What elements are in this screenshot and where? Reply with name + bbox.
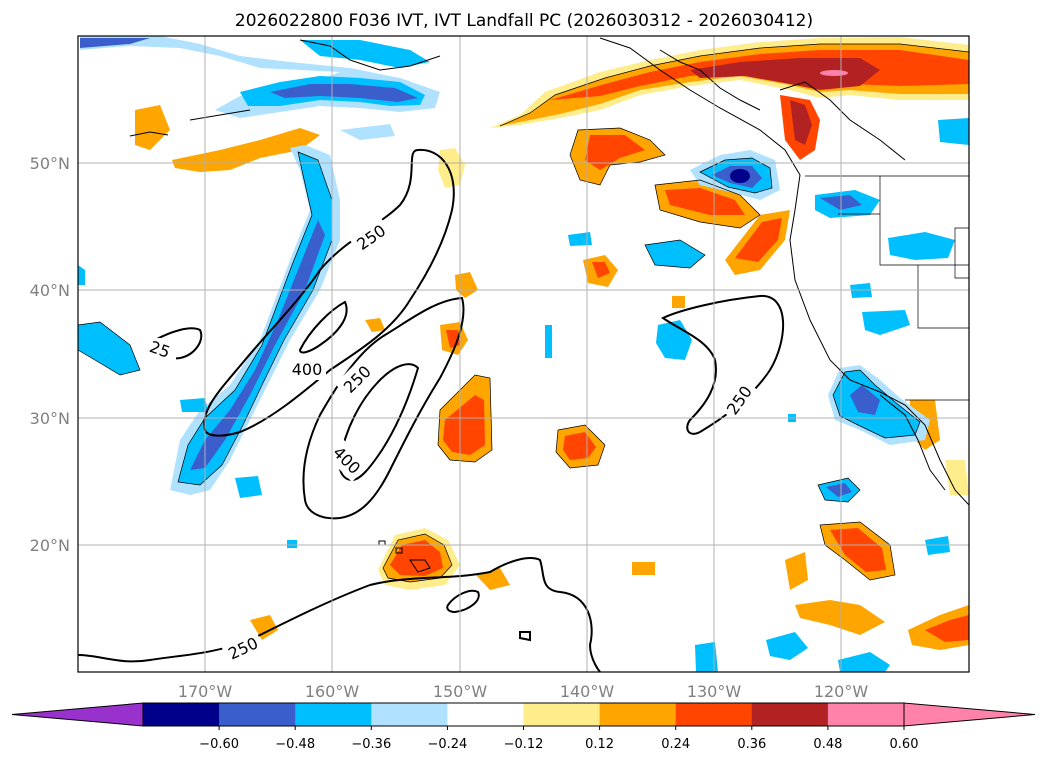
colorbar: −0.60 −0.48 −0.36 −0.24 −0.12 0.12 0.24 0.36 0.4… bbox=[11, 702, 1036, 752]
colorbar-tick-label: 0.60 bbox=[890, 737, 919, 752]
lat-label: 30°N bbox=[30, 409, 70, 428]
lon-label: 170°W bbox=[178, 682, 233, 701]
colorbar-bin bbox=[143, 703, 220, 726]
lat-label: 40°N bbox=[30, 281, 70, 300]
colorbar-bin bbox=[599, 703, 677, 726]
contour-label: 400 bbox=[292, 360, 323, 379]
political-borders bbox=[805, 175, 969, 401]
colorbar-tick-label: −0.48 bbox=[275, 737, 315, 752]
colorbar-over-extension bbox=[903, 702, 1036, 727]
colorbar-tick-label: 0.36 bbox=[737, 737, 766, 752]
plot-title: 2026022800 F036 IVT, IVT Landfall PC (20… bbox=[235, 11, 813, 31]
lon-label: 130°W bbox=[687, 682, 742, 701]
lon-label: 160°W bbox=[305, 682, 360, 701]
colorbar-bin bbox=[371, 703, 448, 726]
colorbar-tick-label: −0.24 bbox=[427, 737, 467, 752]
colorbar-under-extension bbox=[11, 702, 144, 727]
lat-label: 50°N bbox=[30, 154, 70, 173]
colorbar-bin bbox=[675, 703, 753, 726]
ivt-contours bbox=[78, 148, 785, 672]
gridlines bbox=[78, 36, 969, 672]
colorbar-bin bbox=[523, 703, 601, 726]
colorbar-bin bbox=[827, 703, 905, 726]
positive-anomaly-fields bbox=[135, 37, 969, 650]
pc-contour-lines bbox=[78, 43, 969, 583]
colorbar-tick-label: 0.24 bbox=[661, 737, 690, 752]
map-panel: 250 400 250 400 250 25 250 bbox=[77, 35, 970, 673]
map-content: 250 400 250 400 250 25 250 bbox=[78, 36, 969, 672]
colorbar-bin bbox=[447, 703, 524, 726]
negative-anomaly-fields bbox=[78, 36, 969, 672]
lon-label: 120°W bbox=[814, 682, 869, 701]
map-frame bbox=[77, 35, 970, 673]
colorbar-tick-label: −0.60 bbox=[199, 737, 239, 752]
map-background bbox=[78, 36, 969, 672]
colorbar-tick-label: −0.36 bbox=[351, 737, 391, 752]
latitude-axis: 50°N 40°N 30°N 20°N bbox=[30, 154, 70, 555]
lon-label: 140°W bbox=[560, 682, 615, 701]
colorbar-bin bbox=[751, 703, 829, 726]
colorbar-tick-label: 0.48 bbox=[813, 737, 842, 752]
lon-label: 150°W bbox=[433, 682, 488, 701]
colorbar-bin bbox=[295, 703, 372, 726]
lat-label: 20°N bbox=[30, 536, 70, 555]
colorbar-bin bbox=[219, 703, 296, 726]
longitude-axis: 170°W 160°W 150°W 140°W 130°W 120°W bbox=[178, 682, 869, 701]
colorbar-tick-label: −0.12 bbox=[504, 737, 544, 752]
colorbar-tick-label: 0.12 bbox=[585, 737, 614, 752]
